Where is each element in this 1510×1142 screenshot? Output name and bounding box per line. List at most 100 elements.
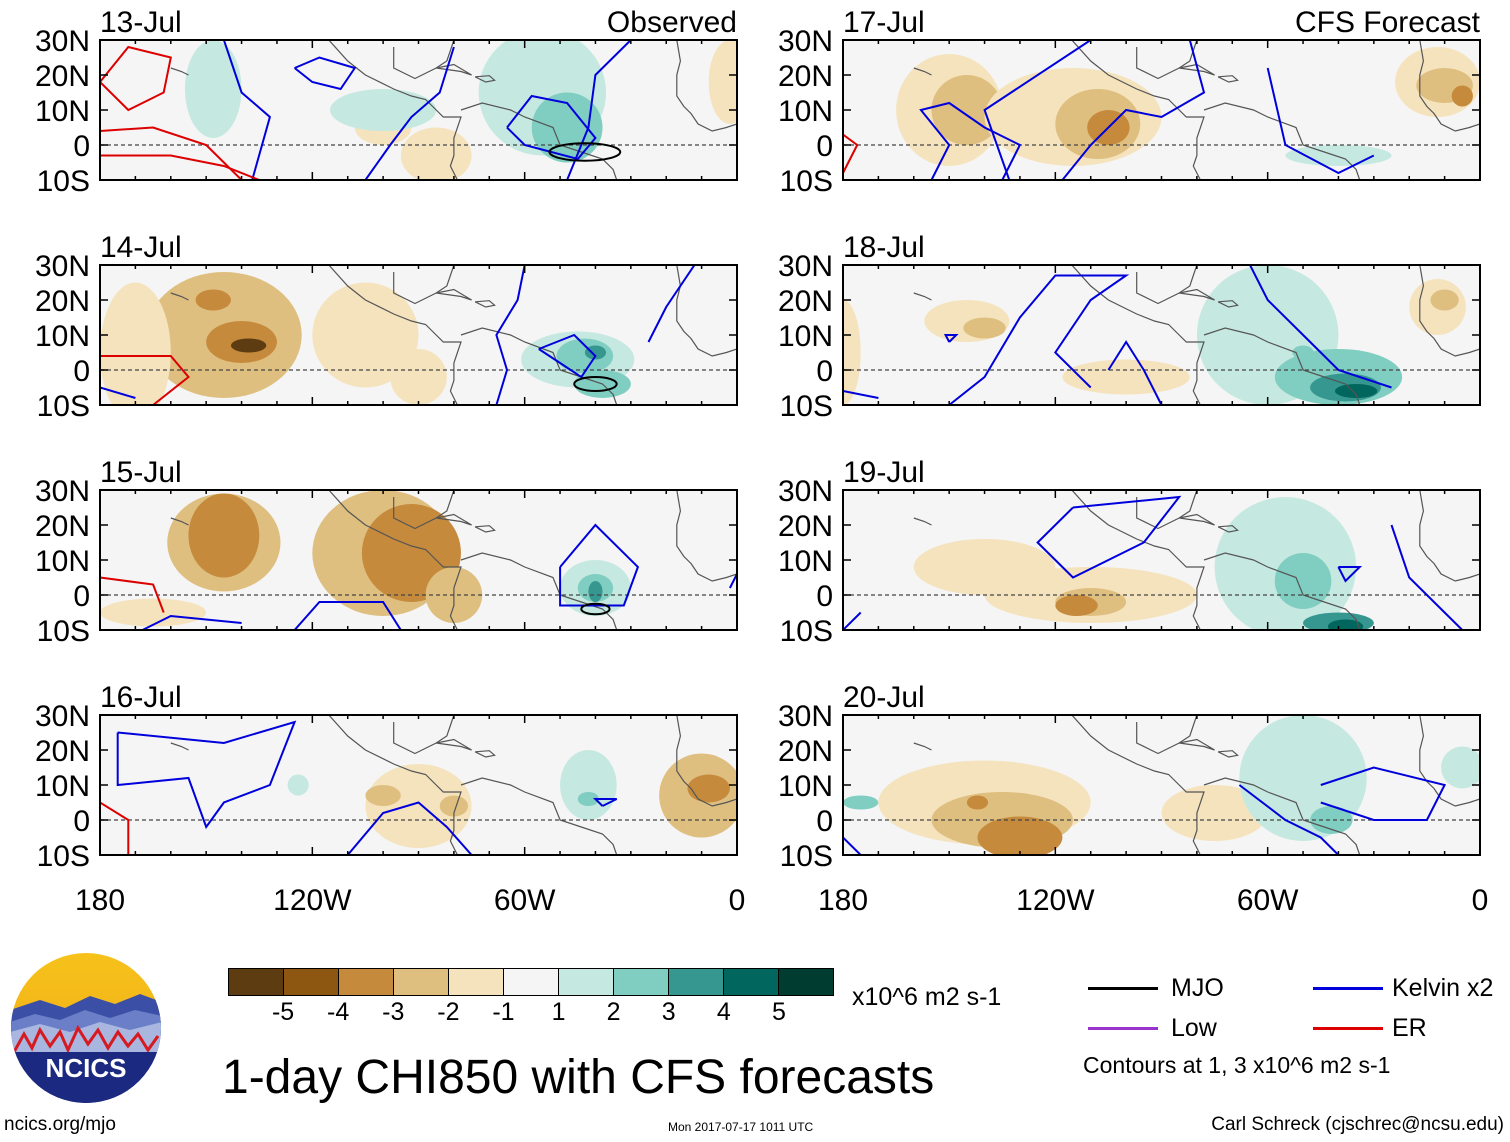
coastline xyxy=(676,265,737,357)
map-field xyxy=(100,490,737,630)
legend-line-er xyxy=(1313,1027,1383,1030)
colorbar-tick-label: -1 xyxy=(492,998,515,1026)
coastline xyxy=(474,750,496,758)
latitude-label: 10N xyxy=(778,545,833,578)
coastline xyxy=(1136,490,1198,530)
positive-anomaly-shading xyxy=(556,338,614,374)
colorbar xyxy=(228,968,834,996)
latitude-label: 10N xyxy=(778,770,833,803)
coastline xyxy=(913,742,932,751)
legend-label-mjo: MJO xyxy=(1171,974,1224,1002)
er-contour xyxy=(100,45,172,112)
colorbar-swatch xyxy=(614,969,669,995)
coastline xyxy=(1179,288,1215,301)
colorbar-tick-label: 2 xyxy=(606,998,621,1026)
kelvin-contour xyxy=(1107,340,1163,405)
colorbar-swatch xyxy=(504,969,559,995)
panel-date-label: 18-Jul xyxy=(843,231,925,264)
negative-anomaly-shading xyxy=(400,127,472,180)
positive-anomaly-shading xyxy=(287,774,309,796)
legend-line-low xyxy=(1088,1027,1158,1030)
positive-anomaly-shading xyxy=(584,345,607,360)
map-panel-20-Jul xyxy=(842,714,1481,856)
kelvin-contour xyxy=(100,386,136,399)
colorbar-swatch xyxy=(779,969,833,995)
legend-label-er: ER xyxy=(1392,1014,1427,1042)
footer-credit: Carl Schreck (cjschrec@ncsu.edu) xyxy=(1211,1114,1504,1135)
coastline xyxy=(1179,738,1215,751)
positive-anomaly-shading xyxy=(1334,384,1378,398)
panel-date-label: 14-Jul xyxy=(100,231,182,264)
latitude-label: 10N xyxy=(35,320,90,353)
coastline xyxy=(1203,327,1361,405)
positive-anomaly-shading xyxy=(1327,619,1364,630)
coastline xyxy=(1179,513,1215,526)
coastline xyxy=(170,742,189,751)
colorbar-tick-label: -5 xyxy=(271,998,295,1026)
negative-anomaly-shading xyxy=(439,795,469,817)
positive-anomaly-shading xyxy=(1285,145,1392,166)
negative-anomaly-shading xyxy=(188,493,260,578)
coastline xyxy=(1217,525,1239,533)
coastline xyxy=(460,102,618,180)
map-field xyxy=(843,715,1480,855)
latitude-label: 10N xyxy=(778,320,833,353)
negative-anomaly-shading xyxy=(708,40,737,124)
positive-anomaly-shading xyxy=(1274,553,1332,609)
colorbar-swatch xyxy=(394,969,449,995)
latitude-label: 0 xyxy=(73,130,90,163)
latitude-label: 30N xyxy=(35,250,90,283)
er-contour xyxy=(843,133,859,174)
latitude-label: 10S xyxy=(780,615,833,648)
coastline xyxy=(393,715,455,755)
map-panel-16-Jul xyxy=(99,714,738,856)
kelvin-contour xyxy=(1320,766,1447,821)
coastline xyxy=(1179,63,1215,76)
positive-anomaly-shading xyxy=(1441,746,1480,789)
colorbar-swatch xyxy=(559,969,614,995)
longitude-label: 180 xyxy=(818,884,868,917)
kelvin-contour xyxy=(506,94,597,161)
longitude-label: 180 xyxy=(75,884,125,917)
coastline xyxy=(460,552,618,630)
map-panel-13-Jul xyxy=(99,39,738,181)
latitude-label: 10S xyxy=(37,840,90,873)
latitude-label: 0 xyxy=(816,580,833,613)
longitude-label: 120W xyxy=(273,884,352,917)
latitude-label: 20N xyxy=(35,60,90,93)
negative-anomaly-shading xyxy=(230,338,267,353)
kelvin-contour xyxy=(1337,566,1363,583)
map-panel-17-Jul xyxy=(842,39,1481,181)
kelvin-contour xyxy=(222,40,272,180)
coastline xyxy=(170,517,189,526)
kelvin-contour xyxy=(495,265,526,405)
negative-anomaly-shading xyxy=(843,300,861,405)
latitude-label: 10S xyxy=(780,165,833,198)
coastline xyxy=(1217,750,1239,758)
map-panels: 13-Jul Observed30N20N10N010S14-Jul30N20N1… xyxy=(35,6,1488,917)
panel-type-label: CFS Forecast xyxy=(1295,6,1481,39)
map-panel-15-Jul xyxy=(99,489,738,631)
colorbar-swatch xyxy=(284,969,339,995)
positive-anomaly-shading xyxy=(1310,806,1353,834)
coastline xyxy=(328,715,462,855)
negative-anomaly-shading xyxy=(365,785,401,806)
coastline xyxy=(1419,490,1480,582)
longitude-label: 60W xyxy=(1237,884,1299,917)
longitude-label: 0 xyxy=(729,884,746,917)
coastline xyxy=(328,265,462,405)
kelvin-contour xyxy=(538,333,597,379)
latitude-label: 20N xyxy=(35,735,90,768)
coastline xyxy=(1419,40,1480,132)
latitude-label: 0 xyxy=(816,355,833,388)
panel-type-label: Observed xyxy=(607,6,737,39)
coastline xyxy=(1071,40,1205,180)
kelvin-contour xyxy=(293,601,402,630)
mjo-contour xyxy=(580,602,611,616)
kelvin-contour xyxy=(1036,495,1182,579)
coastline xyxy=(1071,265,1205,405)
kelvin-contour xyxy=(592,798,618,807)
latitude-label: 10N xyxy=(35,95,90,128)
kelvin-contour xyxy=(293,56,357,91)
coastline xyxy=(1203,552,1361,630)
